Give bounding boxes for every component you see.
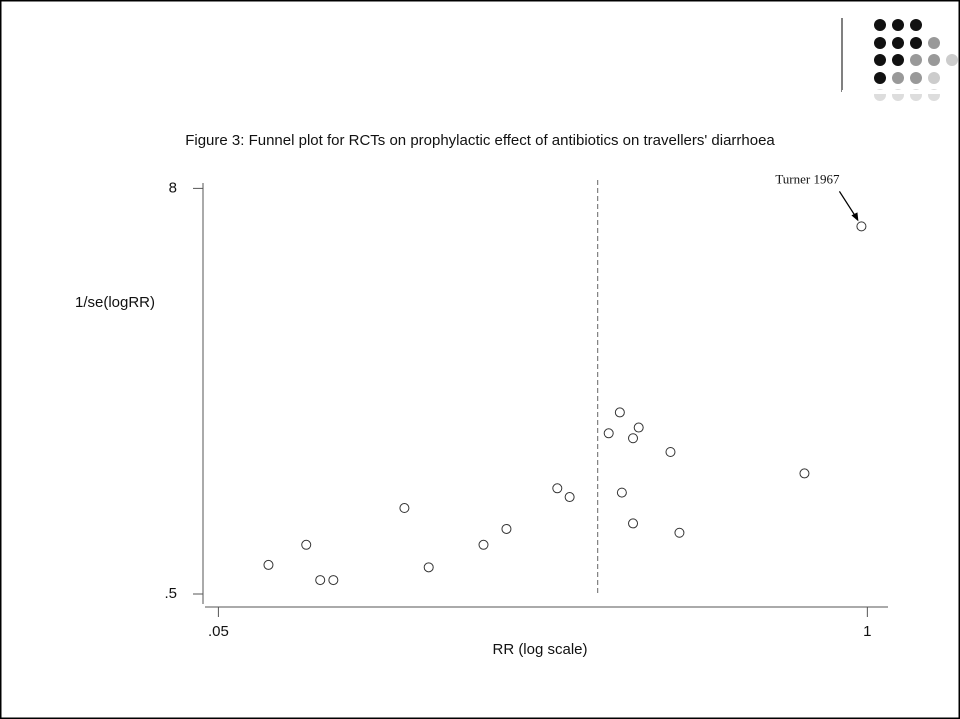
point [799,468,810,479]
point [501,523,512,534]
x-tick-label: .05 [208,623,229,640]
point [263,559,274,570]
point [399,503,410,514]
arrow-head [851,212,859,222]
point [856,221,867,232]
point [603,428,614,439]
y-tick-label: 8 [169,179,177,196]
point [478,539,489,550]
chart-title: Figure 3: Funnel plot for RCTs on prophy… [185,132,775,149]
point [616,487,627,498]
x-axis-label: RR (log scale) [492,641,587,658]
point [614,407,625,418]
point [665,446,676,457]
point [552,483,563,494]
logo-dots [842,19,958,101]
point [628,433,639,444]
point [301,539,312,550]
point [423,562,434,573]
point [628,518,639,529]
point [633,422,644,433]
annotation: Turner 1967 [775,171,840,186]
x-tick-label: 1 [863,623,871,640]
point [674,527,685,538]
point [564,492,575,503]
y-tick-label: .5 [164,585,177,602]
point [328,575,339,586]
y-axis-label: 1/se(logRR) [75,294,155,311]
point [315,575,326,586]
